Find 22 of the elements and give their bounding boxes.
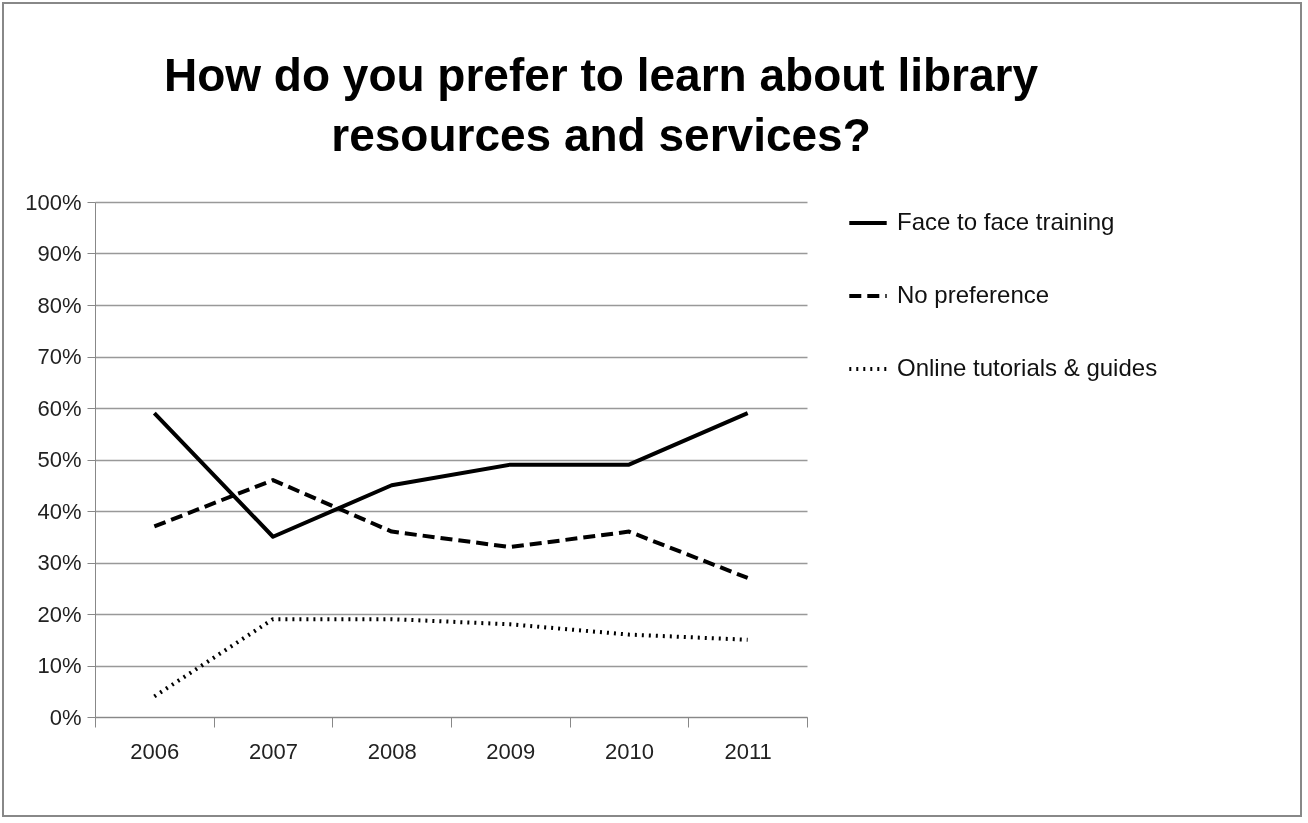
y-tick-label: 100% [25,189,82,215]
y-tick-label: 90% [37,241,82,266]
x-tick-label: 2006 [130,738,180,764]
x-tick-label: 2007 [249,738,298,764]
legend-label: Face to face training [897,208,1115,235]
y-tick-label: 60% [37,395,82,421]
y-tick-label: 0% [49,704,82,730]
y-tick-label: 80% [37,292,82,318]
legend-label: Online tutorials & guides [897,354,1158,381]
chart-title: How do you prefer to learn about library resources and services? [163,49,1039,161]
y-tick-label: 10% [37,653,82,678]
x-tick-label: 2010 [605,738,654,764]
legend-label: No preference [897,281,1050,308]
y-tick-label: 50% [37,447,82,472]
y-tick-label: 40% [37,498,82,524]
y-tick-label: 70% [37,344,82,369]
x-tick-label: 2011 [724,738,772,764]
line-series [152,617,750,699]
x-tick-label: 2009 [486,738,536,764]
y-tick-label: 30% [37,550,82,575]
x-tick-label: 2008 [367,738,417,764]
y-tick-label: 20% [37,601,82,627]
